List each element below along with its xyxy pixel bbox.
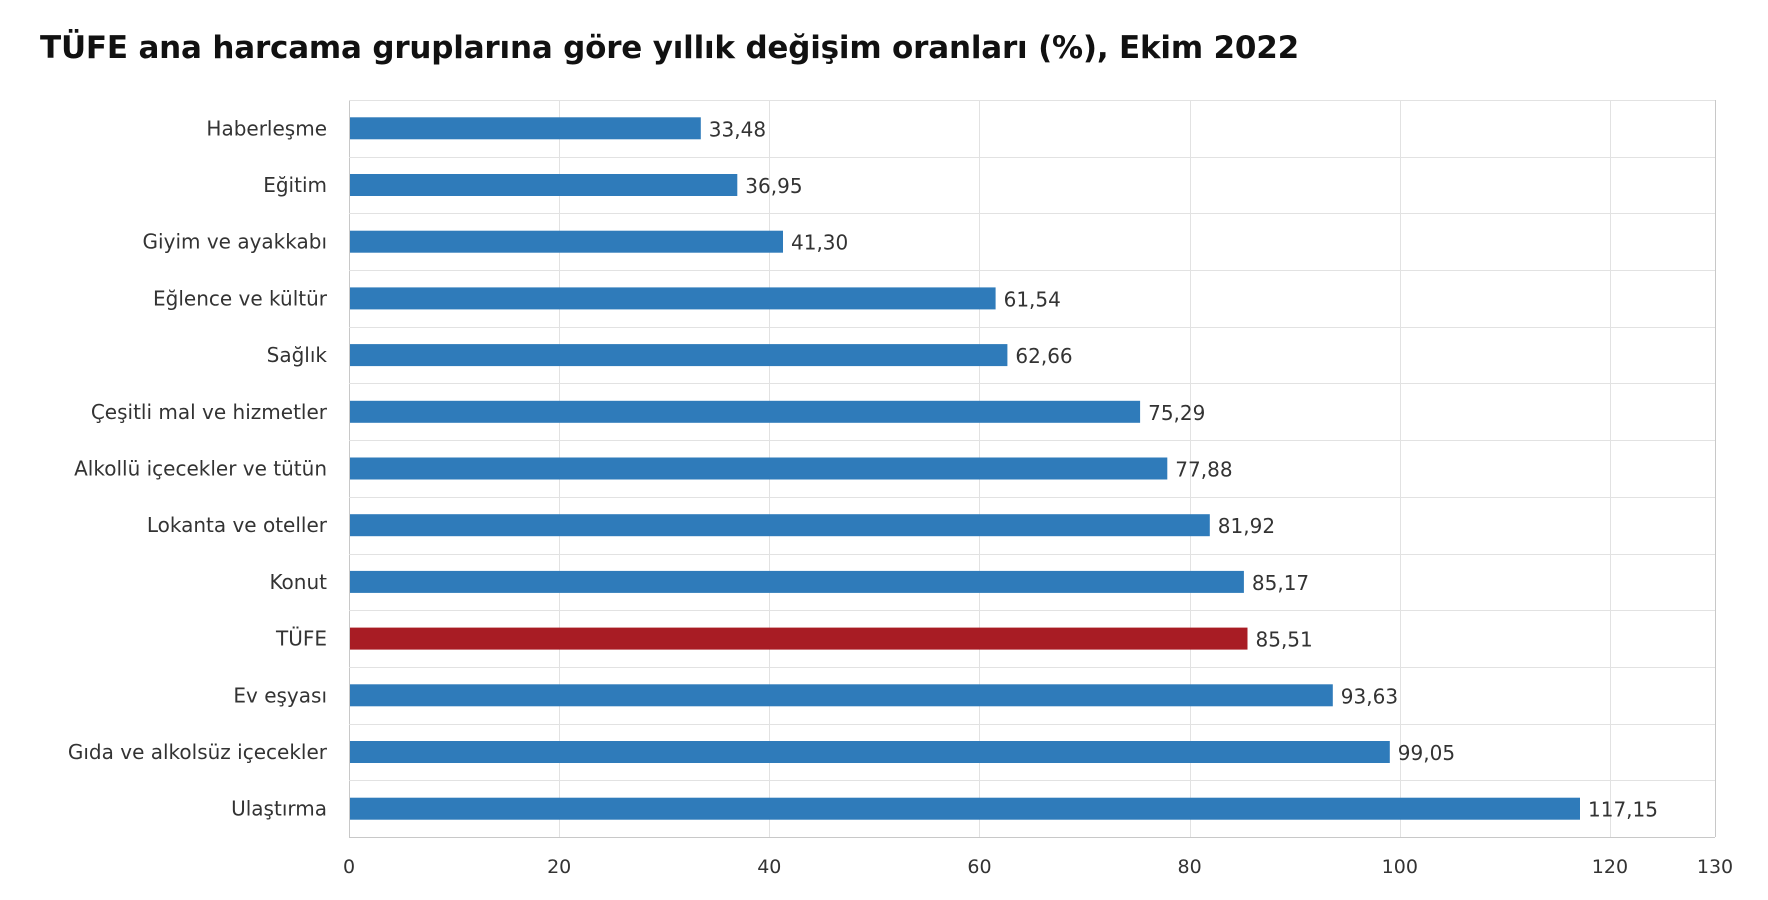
category-label: Çeşitli mal ve hizmetler	[91, 400, 328, 424]
bar	[350, 684, 1333, 707]
data-label: 36,95	[745, 174, 802, 198]
data-label: 85,17	[1252, 571, 1309, 595]
bar	[350, 400, 1141, 423]
chart-title: TÜFE ana harcama gruplarına göre yıllık …	[40, 30, 1300, 66]
data-label: 85,51	[1256, 628, 1313, 652]
bars	[350, 117, 1580, 820]
data-label: 33,48	[709, 117, 766, 141]
data-label: 93,63	[1341, 684, 1398, 708]
x-tick-label: 130	[1697, 856, 1733, 878]
category-label: TÜFE	[275, 627, 327, 651]
bar	[350, 117, 701, 140]
category-label: Gıda ve alkolsüz içecekler	[68, 740, 328, 764]
bar	[350, 514, 1210, 537]
bar	[350, 570, 1244, 593]
category-label: Alkollü içecekler ve tütün	[74, 457, 327, 481]
data-label: 61,54	[1004, 287, 1061, 311]
bar	[350, 230, 783, 253]
grid-lines	[349, 100, 1716, 838]
x-tick-label: 100	[1382, 856, 1418, 878]
data-labels: 33,48 36,95 41,30 61,54 62,66 75,29 77,88 81,92…	[709, 117, 1658, 821]
x-tick-label: 20	[547, 856, 571, 878]
bar	[350, 741, 1390, 763]
bar	[350, 174, 738, 196]
category-label: Ulaştırma	[231, 797, 327, 821]
category-label: Sağlık	[267, 343, 328, 367]
data-label: 77,88	[1175, 458, 1232, 482]
category-label: Eğlence ve kültür	[153, 286, 328, 310]
data-label: 41,30	[791, 231, 848, 255]
data-label: 81,92	[1218, 514, 1275, 538]
category-label: Ev eşyası	[233, 683, 327, 707]
data-label: 75,29	[1148, 401, 1205, 425]
bar	[350, 287, 996, 310]
category-label: Haberleşme	[206, 116, 327, 140]
category-label: Giyim ve ayakkabı	[143, 230, 327, 254]
x-tick-label: 60	[967, 856, 991, 878]
category-label: Lokanta ve oteller	[147, 513, 328, 537]
x-tick-label: 40	[757, 856, 781, 878]
bar	[350, 797, 1580, 820]
x-tick-label: 0	[343, 856, 355, 878]
x-tick-label: 120	[1592, 856, 1628, 878]
bar	[350, 627, 1248, 650]
category-label: Eğitim	[263, 173, 327, 197]
category-labels: Haberleşme Eğitim Giyim ve ayakkabı Eğlence…	[68, 116, 328, 820]
data-label: 62,66	[1015, 344, 1072, 368]
x-axis-ticks: 0 20 40 60 80 100 120 130	[343, 856, 1733, 878]
data-label: 99,05	[1398, 741, 1455, 765]
x-tick-label: 80	[1178, 856, 1202, 878]
bar	[350, 344, 1008, 367]
bar	[350, 457, 1168, 480]
data-label: 117,15	[1588, 798, 1658, 822]
category-label: Konut	[269, 570, 327, 594]
